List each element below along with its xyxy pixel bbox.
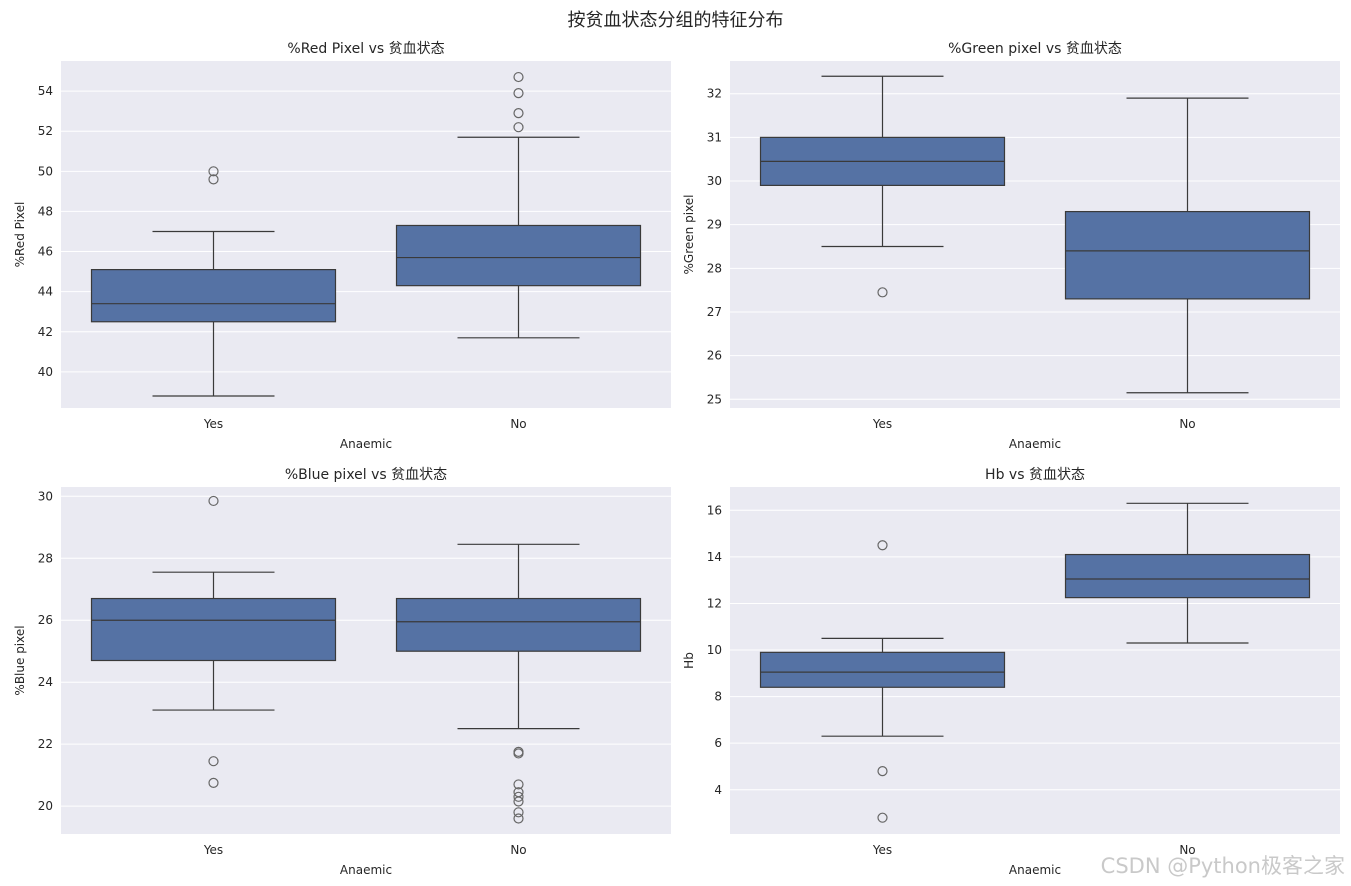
iqr-box <box>90 269 337 323</box>
y-tick-label: 32 <box>707 87 722 101</box>
y-tick-label: 27 <box>707 305 722 319</box>
box-no <box>1064 97 1311 394</box>
outlier-point <box>877 766 888 777</box>
x-axis-label: Anaemic <box>340 863 392 877</box>
y-tick-label: 4 <box>714 783 722 797</box>
y-tick-label: 30 <box>707 174 722 188</box>
y-tick-label: 48 <box>38 204 53 218</box>
panel-title: Hb vs 贫血状态 <box>985 467 1085 483</box>
y-tick-label: 31 <box>707 130 722 144</box>
iqr-box <box>90 597 337 662</box>
panel-title: %Blue pixel vs 贫血状态 <box>285 467 447 483</box>
chart-panel-4: 4 6 8 10 12 14 16 Yes No Hb vs 贫血状态 Anaemic Hb <box>682 467 1340 877</box>
iqr-box <box>395 224 642 287</box>
y-tick-label: 40 <box>38 365 53 379</box>
box-yes <box>759 75 1006 298</box>
y-tick-label: 30 <box>38 489 53 503</box>
y-tick-label: 10 <box>707 643 722 657</box>
y-tick-label: 42 <box>38 325 53 339</box>
x-tick-label: No <box>510 843 526 857</box>
y-tick-label: 28 <box>707 261 722 275</box>
y-tick-label: 25 <box>707 392 722 406</box>
box-no <box>395 543 642 824</box>
y-tick-label: 6 <box>714 736 722 750</box>
y-axis-label: Hb <box>682 652 696 669</box>
y-tick-label: 46 <box>38 245 53 259</box>
x-tick-label: No <box>510 417 526 431</box>
figure-title: 按贫血状态分组的特征分布 <box>567 10 784 31</box>
outlier-point <box>513 807 524 818</box>
box-yes <box>90 495 337 788</box>
x-tick-label: Yes <box>203 417 223 431</box>
outlier-point <box>513 791 524 802</box>
outlier-point <box>208 756 219 767</box>
box-no <box>395 71 642 339</box>
outlier-point <box>877 812 888 823</box>
y-tick-label: 8 <box>714 690 722 704</box>
iqr-box <box>1064 210 1311 300</box>
panel-title: %Green pixel vs 贫血状态 <box>948 41 1122 57</box>
outlier-point <box>513 71 524 83</box>
watermark: CSDN @Python极客之家 <box>1100 854 1345 878</box>
outlier-point <box>513 87 524 99</box>
outlier-point <box>208 777 219 788</box>
chart-panel-2: 25 26 27 28 29 30 31 32 Yes No %Green pixel vs 贫血状… <box>682 41 1340 451</box>
x-tick-label: Yes <box>872 843 892 857</box>
x-tick-label: No <box>1179 843 1195 857</box>
outlier-point <box>513 748 524 759</box>
y-tick-label: 20 <box>38 799 53 813</box>
outlier-point <box>208 174 219 185</box>
y-axis-label: %Green pixel <box>682 195 696 275</box>
box-no <box>1064 502 1311 644</box>
y-tick-label: 24 <box>38 675 53 689</box>
x-tick-label: No <box>1179 417 1195 431</box>
y-tick-label: 29 <box>707 218 722 232</box>
y-tick-label: 26 <box>707 349 722 363</box>
y-tick-label: 12 <box>707 596 722 610</box>
box-yes <box>90 166 337 397</box>
y-tick-label: 44 <box>38 285 53 299</box>
x-axis-label: Anaemic <box>1009 863 1061 877</box>
panel-title: %Red Pixel vs 贫血状态 <box>287 41 444 57</box>
outlier-point <box>877 540 888 551</box>
outlier-point <box>513 108 524 119</box>
x-tick-label: Yes <box>203 843 223 857</box>
y-tick-label: 50 <box>38 164 53 178</box>
y-tick-label: 14 <box>707 550 722 564</box>
outlier-point <box>877 287 888 298</box>
outlier-point <box>513 122 524 133</box>
outlier-point <box>513 813 524 824</box>
y-tick-label: 28 <box>38 551 53 565</box>
outlier-point <box>513 779 524 790</box>
outlier-point <box>513 796 524 807</box>
y-tick-label: 26 <box>38 613 53 627</box>
outlier-point <box>208 495 219 507</box>
y-axis-label: %Red Pixel <box>13 202 27 268</box>
iqr-box <box>759 651 1006 688</box>
y-tick-label: 52 <box>38 124 53 138</box>
x-axis-label: Anaemic <box>340 437 392 451</box>
chart-panel-1: 40 42 44 46 48 50 52 54 Yes No %Red Pixel vs 贫血状态 A… <box>13 41 671 451</box>
y-axis-label: %Blue pixel <box>13 625 27 695</box>
iqr-box <box>395 597 642 652</box>
y-tick-label: 22 <box>38 737 53 751</box>
y-tick-label: 54 <box>38 84 53 98</box>
x-tick-label: Yes <box>872 417 892 431</box>
box-yes <box>759 540 1006 823</box>
outlier-point <box>208 166 219 177</box>
y-tick-label: 16 <box>707 503 722 517</box>
x-axis-label: Anaemic <box>1009 437 1061 451</box>
chart-panel-3: 20 22 24 26 28 30 Yes No %Blue pixel vs 贫血状态 Anae… <box>13 467 671 877</box>
iqr-box <box>1064 553 1311 599</box>
